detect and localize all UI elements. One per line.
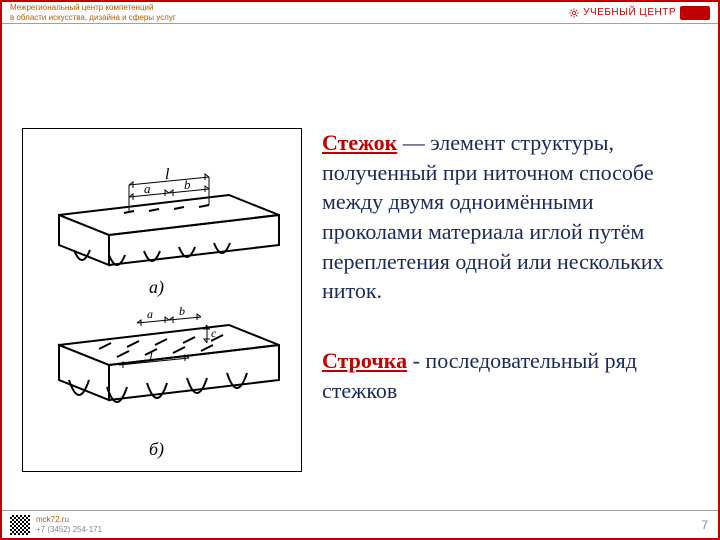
gear-icon xyxy=(569,8,579,18)
brand-block: УЧЕБНЫЙ ЦЕНТР xyxy=(569,6,710,20)
qr-icon xyxy=(10,515,30,535)
bottom-bar: mck72.ru +7 (3452) 254-171 7 xyxy=(2,510,718,538)
dim-l: l xyxy=(165,166,170,183)
dim-l2: l xyxy=(149,349,153,364)
stitch-diagram: l a b xyxy=(29,135,289,465)
org-line-1: Межрегиональный центр компетенций xyxy=(10,3,176,12)
site-phone: +7 (3452) 254-171 xyxy=(36,525,102,535)
dim-b: b xyxy=(184,177,191,192)
site-url: mck72.ru xyxy=(36,515,102,525)
diagram-frame: l a b xyxy=(22,128,302,472)
page-number: 7 xyxy=(701,518,710,532)
org-line-2: в области искусства, дизайна и сферы усл… xyxy=(10,13,176,22)
logo-badge xyxy=(680,6,710,20)
dim-b2: b xyxy=(179,304,185,318)
term-stezhok: Стежок xyxy=(322,130,397,155)
definition-strochka: Строчка - последовательный ряд стежков xyxy=(322,346,688,405)
top-bar: Межрегиональный центр компетенций в обла… xyxy=(2,2,718,24)
term-strochka: Строчка xyxy=(322,348,407,373)
content-area: l a b xyxy=(2,24,718,510)
dim-a2: a xyxy=(147,307,153,321)
site-info: mck72.ru +7 (3452) 254-171 xyxy=(36,515,102,534)
label-a: а) xyxy=(149,277,164,298)
definition-stezhok: Стежок — элемент структуры, полученный п… xyxy=(322,128,688,306)
text-column: Стежок — элемент структуры, полученный п… xyxy=(322,48,688,500)
slide-page: Межрегиональный центр компетенций в обла… xyxy=(0,0,720,540)
org-block: Межрегиональный центр компетенций в обла… xyxy=(10,3,176,21)
label-b: б) xyxy=(149,439,164,460)
dim-c: c xyxy=(211,326,217,340)
dim-a: a xyxy=(144,181,151,196)
footer-left: mck72.ru +7 (3452) 254-171 xyxy=(10,515,102,535)
diagram-column: l a b xyxy=(22,48,302,500)
brand-text: УЧЕБНЫЙ ЦЕНТР xyxy=(583,7,676,18)
def-stezhok-body: — элемент структуры, полученный при нито… xyxy=(322,130,664,303)
